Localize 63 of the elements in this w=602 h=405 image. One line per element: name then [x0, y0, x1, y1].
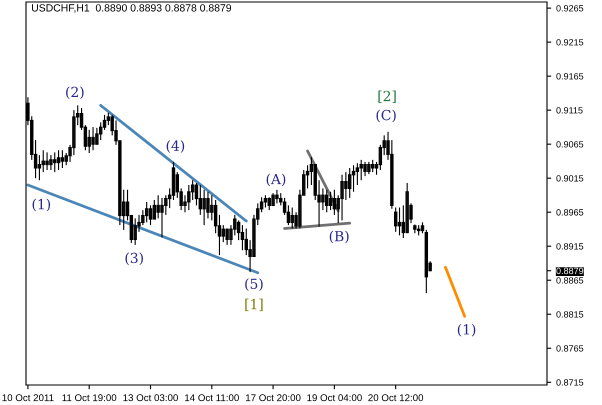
candlestick — [328, 191, 332, 211]
annotation: (B) — [330, 230, 349, 244]
x-tick-label: 11 Oct 19:00 — [62, 394, 116, 402]
candlestick — [45, 152, 49, 171]
candlestick — [290, 206, 294, 230]
candlestick — [264, 194, 268, 208]
y-tick-label: 0.8765 — [556, 345, 584, 352]
y-tick-label: 0.9015 — [556, 175, 584, 182]
candlestick — [394, 206, 398, 232]
candlestick — [60, 150, 64, 169]
annotation: (5) — [245, 278, 263, 291]
y-tick-label: 0.8879 — [556, 268, 584, 274]
x-tick-label: 10 Oct 2011 — [2, 394, 54, 402]
candlestick — [88, 129, 91, 154]
candlestick — [160, 197, 164, 238]
candlestick — [360, 159, 363, 181]
x-tick-label: 17 Oct 20:00 — [246, 394, 301, 402]
candlestick — [225, 228, 229, 246]
x-tick-label: 19 Oct 04:00 — [307, 394, 362, 402]
y-tick-label: 0.8815 — [556, 311, 584, 318]
candlestick — [370, 159, 374, 173]
candlestick — [405, 182, 409, 234]
annotation: (4) — [166, 140, 184, 153]
candlestick — [49, 154, 53, 171]
y-tick-label: 0.9115 — [556, 107, 583, 114]
candlestick — [340, 174, 344, 221]
candlestick — [268, 196, 271, 211]
annotation: (2) — [66, 86, 84, 100]
candlestick — [91, 126, 95, 151]
candlestick — [416, 224, 420, 236]
chart-title: USDCHF,H1 0.8890 0.8893 0.8878 0.8879 — [32, 4, 232, 13]
candlestick — [133, 218, 137, 246]
x-tick-label: 13 Oct 03:00 — [123, 394, 178, 402]
candlestick — [144, 201, 148, 223]
candlestick — [275, 189, 279, 204]
y-tick-label: 0.8915 — [556, 243, 584, 250]
x-tick-label: 20 Oct 12:00 — [368, 394, 424, 402]
candlestick — [367, 161, 371, 175]
annotation: (3) — [125, 252, 143, 266]
candlestick — [325, 189, 328, 213]
x-tick-label: 14 Oct 11:00 — [185, 394, 239, 402]
annotation: [2] — [378, 90, 396, 103]
annotation: (1) — [32, 198, 50, 212]
y-tick-label: 0.9265 — [556, 5, 584, 12]
y-tick-label: 0.8865 — [556, 277, 584, 284]
y-tick-label: 0.8715 — [556, 379, 584, 386]
candlestick — [240, 224, 244, 251]
annotation: [1] — [245, 298, 263, 312]
annotation: (1) — [458, 324, 476, 337]
candlestick — [53, 152, 56, 173]
candlestick — [202, 189, 206, 226]
annotation: (A) — [266, 174, 286, 186]
y-tick-label: 0.9065 — [556, 141, 584, 148]
y-tick-label: 0.9165 — [556, 73, 584, 80]
y-tick-label: 0.9215 — [556, 39, 584, 46]
candlestick — [56, 150, 60, 171]
annotation: (C) — [376, 110, 396, 122]
candlestick — [187, 184, 191, 211]
y-tick-label: 0.8965 — [556, 209, 584, 216]
candlestick — [348, 167, 352, 198]
candlestick — [413, 224, 417, 234]
candlestick — [398, 206, 402, 236]
candlestick — [271, 192, 275, 207]
